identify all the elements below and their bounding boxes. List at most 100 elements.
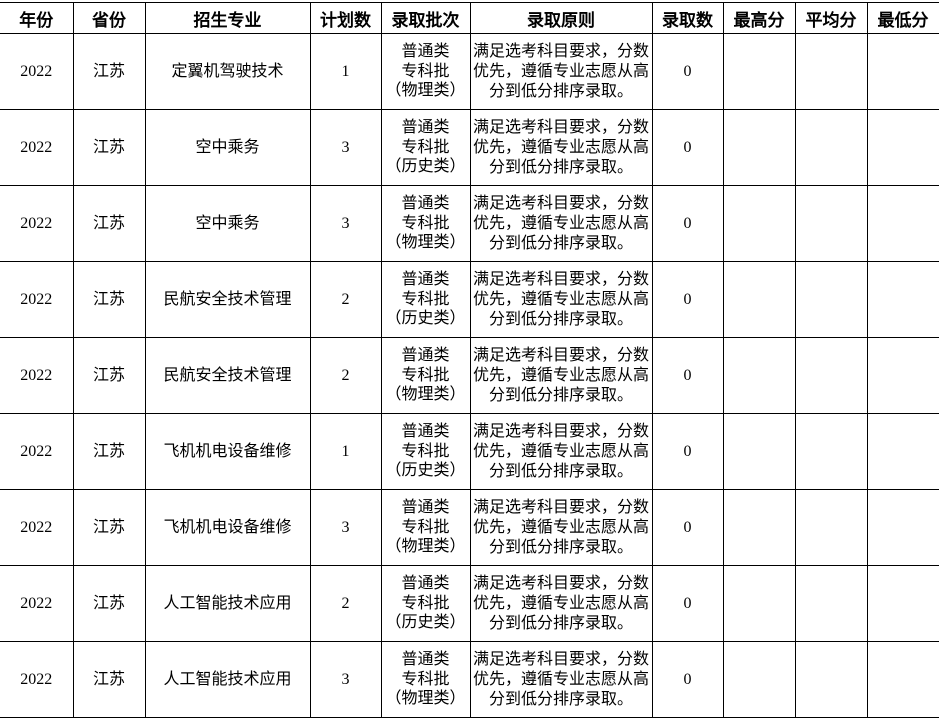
cell-avg-score <box>794 337 868 414</box>
cell-batch: 普通类 专科批 （历史类） <box>380 413 471 490</box>
cell-province: 江苏 <box>72 33 146 110</box>
table-row: 2022 江苏 人工智能技术应用 2 普通类 专科批 （历史类） 满足选考科目要… <box>0 565 939 642</box>
cell-batch: 普通类 专科批 （物理类） <box>380 641 471 718</box>
cell-major: 民航安全技术管理 <box>144 261 311 338</box>
cell-avg-score <box>794 413 868 490</box>
header-principle: 录取原则 <box>469 2 653 34</box>
header-province: 省份 <box>72 2 146 34</box>
cell-batch: 普通类 专科批 （物理类） <box>380 185 471 262</box>
table-row: 2022 江苏 飞机机电设备维修 3 普通类 专科批 （物理类） 满足选考科目要… <box>0 489 939 566</box>
cell-min-score <box>866 489 939 566</box>
cell-major: 定翼机驾驶技术 <box>144 33 311 110</box>
cell-year: 2022 <box>0 261 74 338</box>
cell-min-score <box>866 33 939 110</box>
header-plan: 计划数 <box>309 2 382 34</box>
table-row: 2022 江苏 飞机机电设备维修 1 普通类 专科批 （历史类） 满足选考科目要… <box>0 413 939 490</box>
cell-max-score <box>722 337 796 414</box>
cell-year: 2022 <box>0 413 74 490</box>
cell-major: 人工智能技术应用 <box>144 565 311 642</box>
cell-plan: 3 <box>309 185 382 262</box>
cell-avg-score <box>794 261 868 338</box>
cell-min-score <box>866 109 939 186</box>
cell-batch: 普通类 专科批 （历史类） <box>380 109 471 186</box>
cell-major: 人工智能技术应用 <box>144 641 311 718</box>
cell-province: 江苏 <box>72 185 146 262</box>
cell-plan: 1 <box>309 33 382 110</box>
cell-plan: 3 <box>309 641 382 718</box>
cell-max-score <box>722 641 796 718</box>
cell-max-score <box>722 261 796 338</box>
cell-year: 2022 <box>0 185 74 262</box>
cell-province: 江苏 <box>72 489 146 566</box>
cell-admitted: 0 <box>651 33 724 110</box>
cell-avg-score <box>794 565 868 642</box>
cell-avg-score <box>794 489 868 566</box>
header-major: 招生专业 <box>144 2 311 34</box>
cell-year: 2022 <box>0 565 74 642</box>
cell-principle: 满足选考科目要求，分数 优先，遵循专业志愿从高 分到低分排序录取。 <box>469 413 653 490</box>
cell-plan: 2 <box>309 565 382 642</box>
cell-province: 江苏 <box>72 413 146 490</box>
cell-min-score <box>866 565 939 642</box>
cell-batch: 普通类 专科批 （物理类） <box>380 33 471 110</box>
cell-province: 江苏 <box>72 109 146 186</box>
cell-avg-score <box>794 641 868 718</box>
header-year: 年份 <box>0 2 74 34</box>
cell-major: 飞机机电设备维修 <box>144 413 311 490</box>
cell-plan: 1 <box>309 413 382 490</box>
cell-year: 2022 <box>0 641 74 718</box>
table-header-row: 年份 省份 招生专业 计划数 录取批次 录取原则 录取数 最高分 平均分 最低分 <box>0 2 939 34</box>
cell-plan: 3 <box>309 489 382 566</box>
cell-min-score <box>866 413 939 490</box>
table-row: 2022 江苏 人工智能技术应用 3 普通类 专科批 （物理类） 满足选考科目要… <box>0 641 939 718</box>
cell-province: 江苏 <box>72 337 146 414</box>
cell-min-score <box>866 185 939 262</box>
cell-avg-score <box>794 33 868 110</box>
cell-plan: 3 <box>309 109 382 186</box>
cell-plan: 2 <box>309 261 382 338</box>
cell-principle: 满足选考科目要求，分数 优先，遵循专业志愿从高 分到低分排序录取。 <box>469 489 653 566</box>
cell-max-score <box>722 33 796 110</box>
cell-principle: 满足选考科目要求，分数 优先，遵循专业志愿从高 分到低分排序录取。 <box>469 337 653 414</box>
cell-avg-score <box>794 109 868 186</box>
cell-province: 江苏 <box>72 565 146 642</box>
cell-admitted: 0 <box>651 109 724 186</box>
header-admitted: 录取数 <box>651 2 724 34</box>
cell-principle: 满足选考科目要求，分数 优先，遵循专业志愿从高 分到低分排序录取。 <box>469 33 653 110</box>
cell-principle: 满足选考科目要求，分数 优先，遵循专业志愿从高 分到低分排序录取。 <box>469 641 653 718</box>
cell-admitted: 0 <box>651 641 724 718</box>
cell-year: 2022 <box>0 33 74 110</box>
cell-avg-score <box>794 185 868 262</box>
cell-admitted: 0 <box>651 337 724 414</box>
cell-max-score <box>722 565 796 642</box>
cell-admitted: 0 <box>651 565 724 642</box>
table-row: 2022 江苏 空中乘务 3 普通类 专科批 （物理类） 满足选考科目要求，分数… <box>0 185 939 262</box>
table-row: 2022 江苏 民航安全技术管理 2 普通类 专科批 （历史类） 满足选考科目要… <box>0 261 939 338</box>
cell-max-score <box>722 489 796 566</box>
cell-max-score <box>722 109 796 186</box>
cell-principle: 满足选考科目要求，分数 优先，遵循专业志愿从高 分到低分排序录取。 <box>469 109 653 186</box>
cell-admitted: 0 <box>651 261 724 338</box>
cell-year: 2022 <box>0 109 74 186</box>
cell-principle: 满足选考科目要求，分数 优先，遵循专业志愿从高 分到低分排序录取。 <box>469 261 653 338</box>
cell-admitted: 0 <box>651 185 724 262</box>
header-min-score: 最低分 <box>866 2 939 34</box>
header-max-score: 最高分 <box>722 2 796 34</box>
table-row: 2022 江苏 民航安全技术管理 2 普通类 专科批 （物理类） 满足选考科目要… <box>0 337 939 414</box>
header-batch: 录取批次 <box>380 2 471 34</box>
cell-plan: 2 <box>309 337 382 414</box>
cell-principle: 满足选考科目要求，分数 优先，遵循专业志愿从高 分到低分排序录取。 <box>469 565 653 642</box>
cell-max-score <box>722 413 796 490</box>
cell-province: 江苏 <box>72 261 146 338</box>
cell-max-score <box>722 185 796 262</box>
cell-major: 民航安全技术管理 <box>144 337 311 414</box>
cell-year: 2022 <box>0 489 74 566</box>
cell-batch: 普通类 专科批 （历史类） <box>380 261 471 338</box>
header-avg-score: 平均分 <box>794 2 868 34</box>
cell-admitted: 0 <box>651 413 724 490</box>
cell-year: 2022 <box>0 337 74 414</box>
table-row: 2022 江苏 空中乘务 3 普通类 专科批 （历史类） 满足选考科目要求，分数… <box>0 109 939 186</box>
table-row: 2022 江苏 定翼机驾驶技术 1 普通类 专科批 （物理类） 满足选考科目要求… <box>0 33 939 110</box>
cell-principle: 满足选考科目要求，分数 优先，遵循专业志愿从高 分到低分排序录取。 <box>469 185 653 262</box>
